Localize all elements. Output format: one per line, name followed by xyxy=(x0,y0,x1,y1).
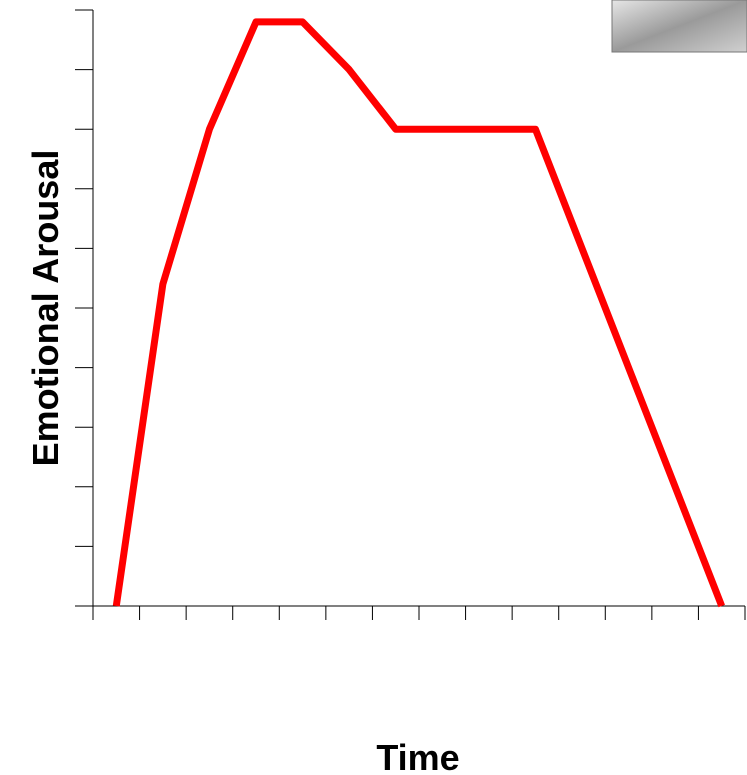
photo-thumbnail xyxy=(612,0,747,52)
y-axis-title: Emotional Arousal xyxy=(25,150,66,467)
chart: Time Emotional Arousal xyxy=(0,0,747,775)
x-axis-title: Time xyxy=(376,737,459,775)
data-line xyxy=(116,22,721,606)
page: Time Emotional Arousal (() => { const da… xyxy=(0,0,747,775)
